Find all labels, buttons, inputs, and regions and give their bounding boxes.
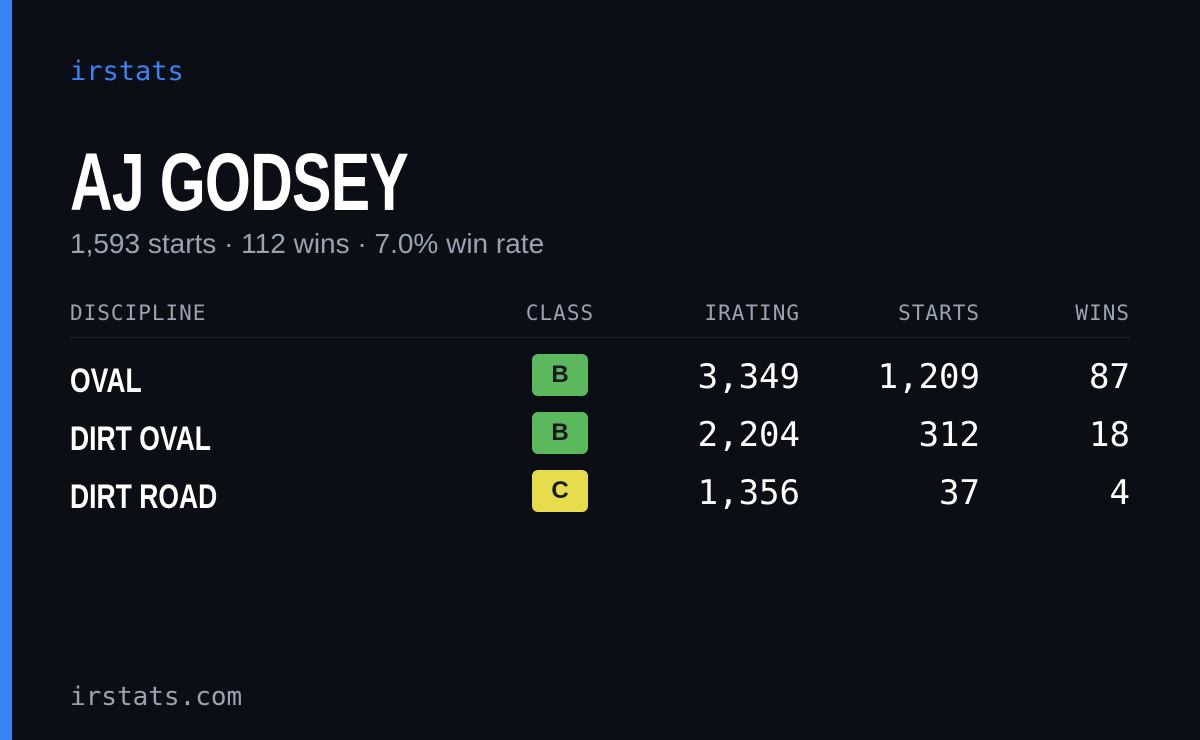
starts: 312 (918, 415, 980, 455)
class-badge: B (532, 354, 588, 396)
accent-bar (0, 0, 12, 740)
wins: 18 (1089, 415, 1130, 455)
irating: 3,349 (697, 357, 800, 397)
wins: 4 (1109, 473, 1130, 513)
header-rule (70, 337, 1130, 338)
discipline: OVAL (70, 362, 142, 400)
column-header: DISCIPLINE (70, 301, 207, 325)
driver-summary: 1,593 starts · 112 wins · 7.0% win rate (70, 228, 545, 259)
column-header: CLASS (525, 301, 595, 325)
discipline: DIRT OVAL (70, 420, 211, 458)
column-header: WINS (1075, 301, 1130, 325)
starts: 37 (939, 473, 980, 513)
class-badge: B (532, 412, 588, 454)
discipline: DIRT ROAD (70, 478, 218, 516)
wins: 87 (1089, 357, 1130, 397)
column-header: IRATING (704, 301, 800, 325)
irating: 2,204 (697, 415, 800, 455)
class-badge: C (532, 470, 588, 512)
starts: 1,209 (877, 357, 980, 397)
driver-name: AJ GODSEY (70, 137, 409, 228)
irating: 1,356 (697, 473, 800, 513)
column-header: STARTS (898, 301, 980, 325)
footer-url: irstats.com (70, 682, 243, 712)
brand: irstats (70, 56, 184, 87)
